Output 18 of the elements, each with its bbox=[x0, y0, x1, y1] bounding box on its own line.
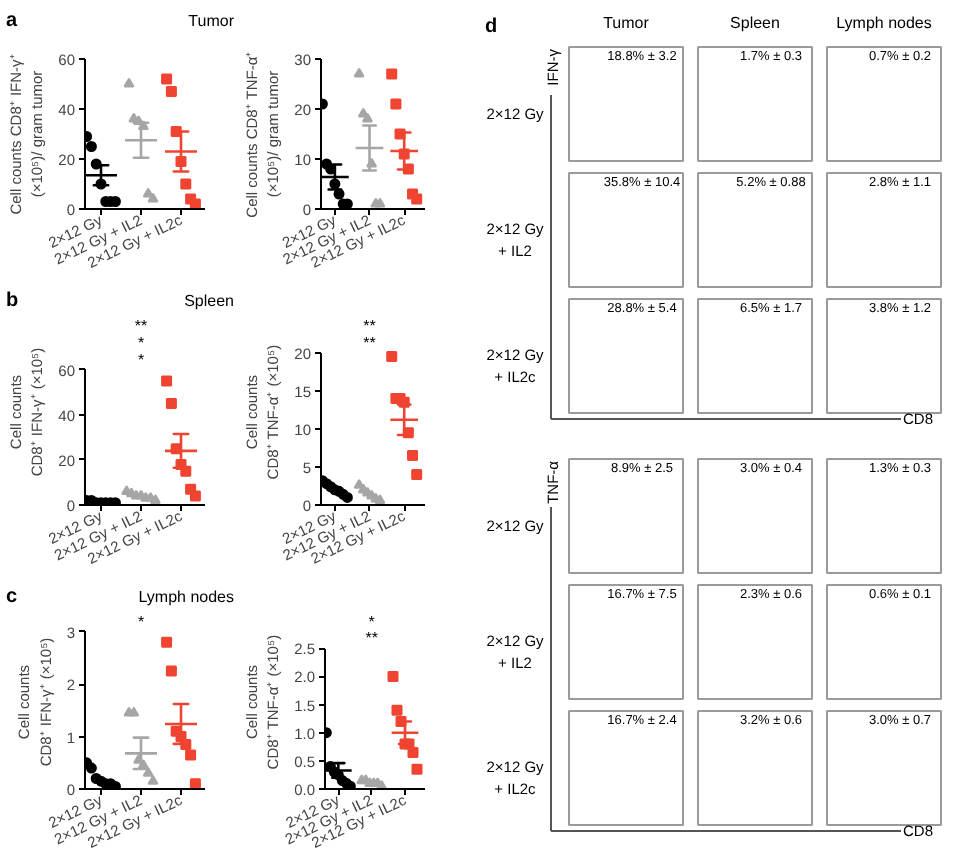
text: * bbox=[137, 350, 145, 369]
text: ** bbox=[134, 317, 148, 336]
text: * bbox=[137, 612, 145, 631]
text: a bbox=[6, 7, 18, 36]
text: * bbox=[137, 333, 145, 352]
text: ** bbox=[365, 629, 378, 648]
chart-title: Lymph nodes bbox=[138, 585, 234, 608]
text: b bbox=[6, 287, 19, 316]
category-label: Lymph nodes bbox=[836, 14, 932, 32]
chart-title: Spleen bbox=[184, 289, 234, 312]
text: c bbox=[6, 583, 18, 612]
text: * bbox=[368, 612, 375, 631]
category-label: Tumor bbox=[603, 14, 650, 32]
text: d bbox=[485, 16, 498, 38]
text: ** bbox=[363, 317, 376, 336]
text: ** bbox=[363, 333, 376, 352]
chart-title: Tumor bbox=[188, 9, 234, 32]
category-label: Spleen bbox=[730, 14, 780, 32]
